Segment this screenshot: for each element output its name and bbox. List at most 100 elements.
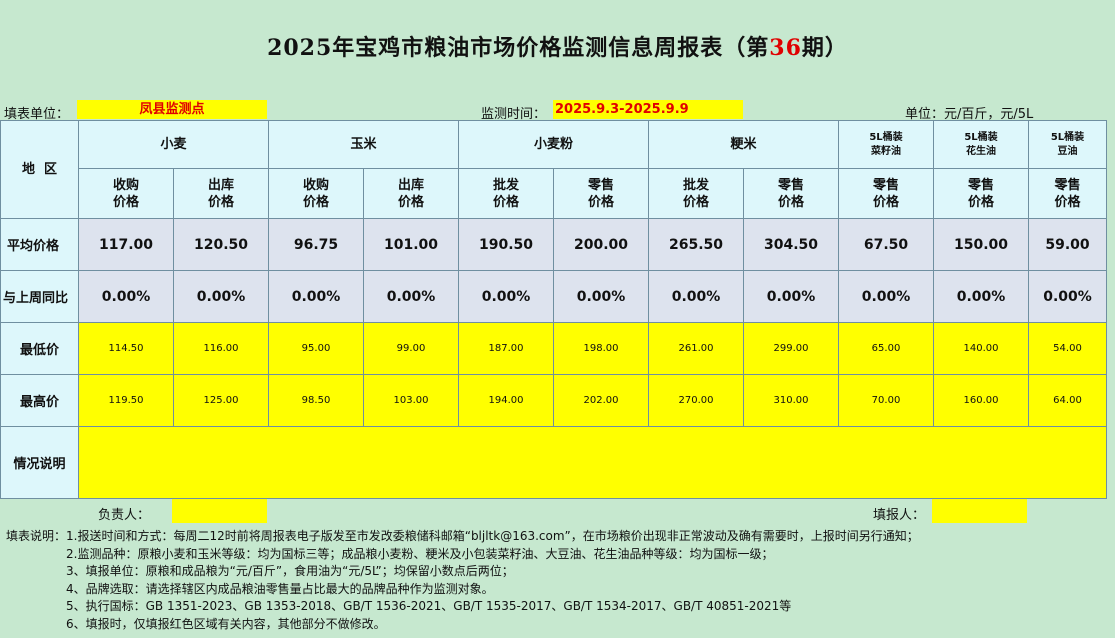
reporter-field[interactable]: [932, 499, 1027, 523]
min-cell[interactable]: 114.50: [78, 322, 174, 375]
sub-line: 价格: [492, 194, 519, 210]
oil-type: 花生油: [966, 145, 996, 157]
sub-line: 收购: [112, 177, 139, 193]
max-cell[interactable]: 202.00: [553, 374, 649, 427]
sub-line: 价格: [682, 194, 709, 210]
subheader-cell: 出库 价格: [173, 168, 269, 219]
price-unit-label: 单位：元/百斤，元/5L: [905, 107, 1034, 122]
avg-cell: 117.00: [78, 218, 174, 271]
min-cell[interactable]: 140.00: [933, 322, 1029, 375]
price-table: 地 区 小麦 玉米 小麦粉 粳米 5L桶装 菜籽油 5L桶装 花生油 5L桶装 豆油 …: [0, 120, 1107, 499]
sub-line: 价格: [302, 194, 329, 210]
max-cell[interactable]: 64.00: [1028, 374, 1107, 427]
region-header: 地 区: [0, 120, 79, 219]
group-flour: 小麦粉: [458, 120, 649, 169]
min-cell[interactable]: 54.00: [1028, 322, 1107, 375]
avg-cell: 200.00: [553, 218, 649, 271]
min-row: 最低价 114.50 116.00 95.00 99.00 187.00 198…: [0, 322, 1107, 375]
subheader-row: 收购 价格 出库 价格 收购 价格 出库 价格 批发 价格 零售 价格 批发 价格 零售 价格 …: [0, 168, 1107, 219]
unit-label: 填表单位：: [4, 107, 70, 122]
yoy-cell: 0.00%: [363, 270, 459, 323]
yoy-cell: 0.00%: [838, 270, 934, 323]
max-cell[interactable]: 194.00: [458, 374, 554, 427]
yoy-cell: 0.00%: [268, 270, 364, 323]
period-label: 监测时间：: [481, 107, 547, 122]
reporter-label: 填报人：: [873, 508, 926, 523]
sub-line: 零售: [587, 177, 614, 193]
min-cell[interactable]: 116.00: [173, 322, 269, 375]
max-cell[interactable]: 70.00: [838, 374, 934, 427]
min-cell[interactable]: 299.00: [743, 322, 839, 375]
note-line: 3、填报单位：原粮和成品粮为“元/百斤”，食用油为“元/5L”；均保留小数点后两…: [66, 564, 514, 578]
note-row: 情况说明: [0, 426, 1107, 499]
title-prefix: 2025年宝鸡市粮油市场价格监测信息周报表（第: [267, 35, 770, 61]
max-cell[interactable]: 119.50: [78, 374, 174, 427]
row-label: 平均价格: [0, 218, 79, 271]
sub-line: 出库: [397, 177, 424, 193]
yoy-cell: 0.00%: [648, 270, 744, 323]
sub-line: 价格: [872, 194, 899, 210]
group-soybean-oil: 5L桶装 豆油: [1028, 120, 1107, 169]
min-cell[interactable]: 99.00: [363, 322, 459, 375]
min-cell[interactable]: 198.00: [553, 322, 649, 375]
max-cell[interactable]: 125.00: [173, 374, 269, 427]
sub-line: 零售: [777, 177, 804, 193]
sub-line: 价格: [1054, 194, 1081, 210]
max-cell[interactable]: 103.00: [363, 374, 459, 427]
note-line: 4、品牌选取：请选择辖区内成品粮油零售量占比最大的品牌品种作为监测对象。: [66, 581, 494, 596]
min-cell[interactable]: 187.00: [458, 322, 554, 375]
responsible-field[interactable]: [172, 499, 267, 523]
max-cell[interactable]: 270.00: [648, 374, 744, 427]
sub-line: 价格: [397, 194, 424, 210]
avg-row: 平均价格 117.00 120.50 96.75 101.00 190.50 2…: [0, 218, 1107, 271]
avg-cell: 150.00: [933, 218, 1029, 271]
sub-line: 出库: [207, 177, 234, 193]
group-peanut-oil: 5L桶装花生油: [933, 120, 1029, 169]
max-cell[interactable]: 98.50: [268, 374, 364, 427]
avg-cell: 59.00: [1028, 218, 1107, 271]
note-field[interactable]: [78, 426, 1107, 499]
sub-line: 零售: [967, 177, 994, 193]
subheader-cell: 零售 价格: [1028, 168, 1107, 219]
sub-line: 批发: [682, 177, 709, 193]
min-cell[interactable]: 95.00: [268, 322, 364, 375]
unit-value-field[interactable]: 凤县监测点: [77, 100, 267, 119]
report-title: 2025年宝鸡市粮油市场价格监测信息周报表（第36期）: [0, 30, 1115, 62]
avg-cell: 304.50: [743, 218, 839, 271]
issue-number[interactable]: 36: [769, 35, 802, 61]
sub-line: 价格: [587, 194, 614, 210]
sub-line: 价格: [207, 194, 234, 210]
note-line: 填表说明：1.报送时间和方式：每周二12时前将周报表电子版发至市发改委粮储科邮箱…: [6, 529, 919, 543]
oil-type: 豆油: [1057, 145, 1078, 157]
row-label: 最低价: [0, 322, 79, 375]
yoy-cell: 0.00%: [743, 270, 839, 323]
group-rapeseed-oil: 5L桶装 菜籽油: [838, 120, 934, 169]
avg-cell: 265.50: [648, 218, 744, 271]
period-value-field[interactable]: 2025.9.3-2025.9.9: [553, 100, 743, 119]
group-wheat: 小麦: [78, 120, 269, 169]
subheader-cell: 批发 价格: [648, 168, 744, 219]
sub-line: 价格: [112, 194, 139, 210]
subheader-cell: 零售 价格: [743, 168, 839, 219]
oil-size: 5L桶装: [964, 131, 998, 143]
avg-cell: 120.50: [173, 218, 269, 271]
max-cell[interactable]: 310.00: [743, 374, 839, 427]
subheader-cell: 收购 价格: [78, 168, 174, 219]
sub-line: 零售: [872, 177, 899, 193]
min-cell[interactable]: 65.00: [838, 322, 934, 375]
subheader-cell: 零售 价格: [553, 168, 649, 219]
subheader-cell: 零售 价格: [838, 168, 934, 219]
yoy-row: 与上周同比 0.00% 0.00% 0.00% 0.00% 0.00% 0.00…: [0, 270, 1107, 323]
avg-cell: 190.50: [458, 218, 554, 271]
title-suffix: 期）: [801, 35, 848, 61]
instructions: 填表说明：1.报送时间和方式：每周二12时前将周报表电子版发至市发改委粮储科邮箱…: [6, 528, 919, 633]
sub-line: 收购: [302, 177, 329, 193]
max-cell[interactable]: 160.00: [933, 374, 1029, 427]
oil-type: 菜籽油: [871, 145, 901, 157]
max-row: 最高价 119.50 125.00 98.50 103.00 194.00 20…: [0, 374, 1107, 427]
min-cell[interactable]: 261.00: [648, 322, 744, 375]
note-line: 5、执行国标：GB 1351-2023、GB 1353-2018、GB/T 15…: [66, 599, 792, 613]
yoy-cell: 0.00%: [933, 270, 1029, 323]
sub-line: 零售: [1054, 177, 1081, 193]
note-line: 6、填报时，仅填报红色区域有关内容，其他部分不做修改。: [66, 616, 386, 631]
